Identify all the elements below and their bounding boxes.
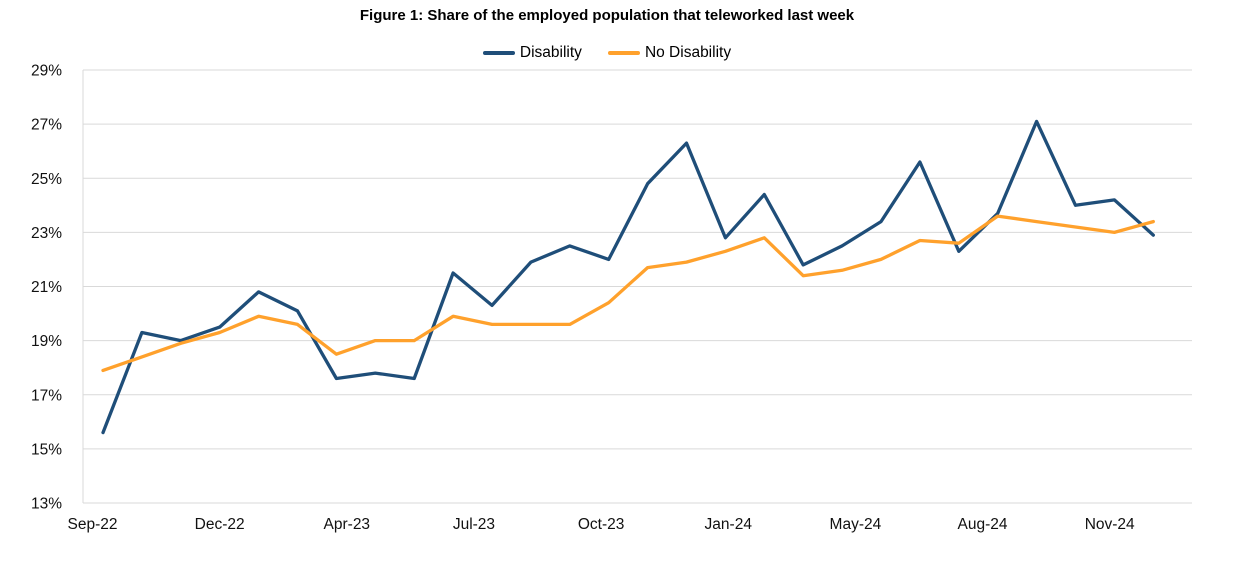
y-tick-label: 27% [31, 117, 62, 134]
x-tick-label: Nov-24 [1085, 516, 1135, 533]
y-tick-label: 25% [31, 171, 62, 188]
legend-swatch-disability [482, 51, 515, 55]
x-tick-label: Jan-24 [705, 516, 753, 533]
legend-item-no-disability: No Disability [607, 44, 732, 62]
legend-item-disability: Disability [482, 44, 582, 62]
x-tick-label: Apr-23 [324, 516, 371, 533]
legend-swatch-no-disability [607, 51, 640, 55]
gridlines [82, 69, 1192, 504]
x-tick-label: Oct-23 [578, 516, 625, 533]
y-tick-label: 17% [31, 387, 62, 404]
x-tick-label: May-24 [830, 516, 882, 533]
legend-label-no-disability: No Disability [644, 44, 732, 61]
y-tick-label: 29% [31, 63, 62, 80]
axis-labels: 29% 27% 25% 23% 21% 19% 17% 15% 13% Sep-22 Dec-22 A… [31, 63, 1135, 534]
x-tick-label: Aug-24 [958, 516, 1008, 533]
x-tick-label: Sep-22 [68, 516, 118, 533]
series-line-no-disability [101, 214, 1155, 373]
x-tick-label: Jul-23 [453, 516, 495, 533]
legend: Disability No Disability [0, 44, 1214, 62]
y-tick-label: 13% [31, 496, 62, 513]
y-tick-label: 19% [31, 333, 62, 350]
y-tick-label: 23% [31, 225, 62, 242]
legend-label-disability: Disability [519, 44, 582, 61]
y-tick-label: 21% [31, 279, 62, 296]
x-tick-label: Dec-22 [195, 516, 245, 533]
series-line-disability [101, 119, 1155, 435]
y-tick-label: 15% [31, 441, 62, 458]
chart-title: Figure 1: Share of the employed populati… [359, 7, 855, 24]
